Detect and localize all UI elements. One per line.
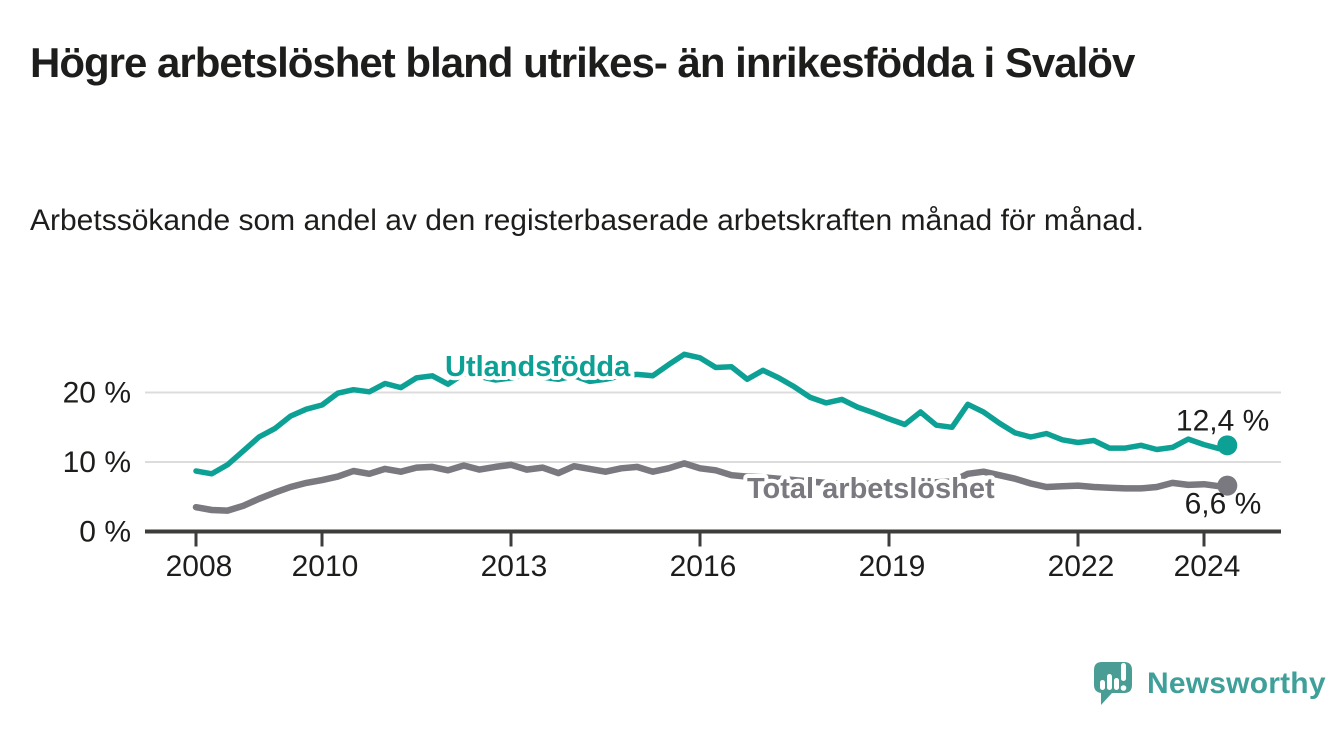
series-end-dot-1 [1217, 435, 1238, 456]
x-tick-label: 2022 [1048, 550, 1115, 583]
y-tick-label: 0 % [79, 516, 131, 549]
y-tick-label: 20 % [63, 377, 131, 410]
series-line-1 [193, 351, 1231, 477]
x-tick-label: 2019 [859, 550, 926, 583]
x-tick-label: 2010 [292, 550, 359, 583]
logo-bar-2 [1107, 674, 1112, 690]
logo-bar-1 [1100, 680, 1105, 690]
y-tick-label: 10 % [63, 446, 131, 479]
x-tick-label: 2013 [481, 550, 548, 583]
logo-exclamation-dot [1120, 685, 1127, 691]
page-subtitle: Arbetssökande som andel av den registerb… [30, 204, 1144, 237]
logo-bubble [1094, 662, 1132, 705]
logo-bubble-icon [1094, 662, 1132, 705]
newsworthy-logo: Newsworthy [1090, 658, 1326, 710]
logo-text: Newsworthy [1147, 667, 1326, 700]
x-tick-label: 2024 [1174, 550, 1241, 583]
series-end-value-2: 6,6 % [1185, 488, 1262, 521]
series-end-dot-2 [1217, 475, 1238, 496]
page-title: Högre arbetslöshet bland utrikes- än inr… [30, 39, 1135, 86]
series-end-value-1: 12,4 % [1176, 404, 1269, 437]
logo-bar-3 [1114, 678, 1119, 690]
series-label-2: Total arbetslöshet [747, 473, 995, 505]
x-tick-label: 2016 [670, 550, 737, 583]
series-label-1: Utlandsfödda [445, 351, 631, 383]
x-tick-label: 2008 [166, 550, 233, 583]
series-line-2 [192, 460, 1231, 514]
logo-exclamation-bar [1121, 663, 1126, 681]
